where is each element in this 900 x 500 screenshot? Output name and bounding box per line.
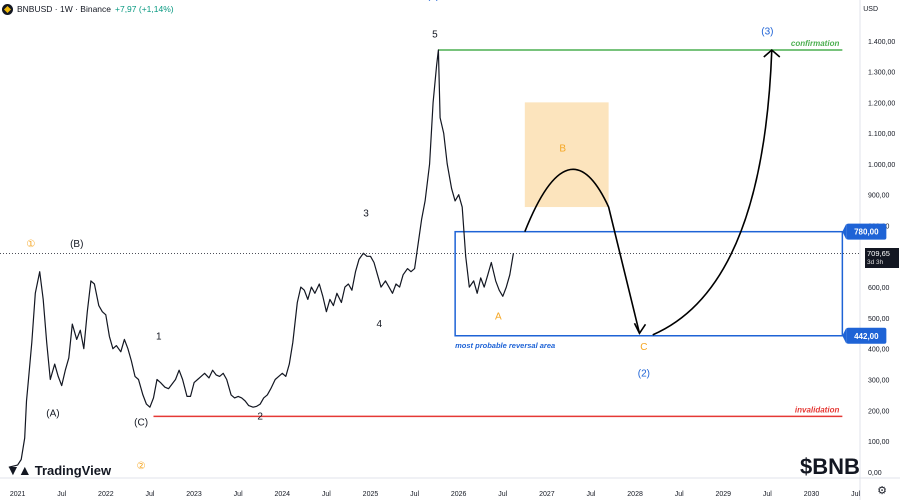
- wave-label: 1: [156, 331, 162, 342]
- wave-label: ①: [26, 239, 35, 250]
- price-change: +7,97 (+1,14%): [115, 4, 174, 14]
- x-tick-label: Jul: [586, 491, 595, 498]
- reversal-zone-top-label-bg: [846, 223, 887, 240]
- currency-label[interactable]: USD: [863, 6, 878, 13]
- reversal-zone-top-label: 780,00: [854, 228, 879, 237]
- reversal-zone-bottom-label-pointer: [842, 327, 847, 344]
- tradingview-logo[interactable]: ▼▲ TradingView: [6, 462, 111, 478]
- target-zone-b: [524, 102, 609, 208]
- reversal-zone-bottom-label-bg: [846, 327, 887, 344]
- symbol-label[interactable]: BNBUSD · 1W · Binance: [17, 4, 111, 14]
- x-tick-label: Jul: [57, 491, 66, 498]
- wave-label: (3): [761, 27, 773, 38]
- wave-label: 5: [432, 30, 438, 41]
- wave-label: (A): [46, 408, 59, 419]
- confirmation-label: confirmation: [791, 39, 840, 48]
- x-tick-label: 2029: [715, 491, 731, 498]
- x-tick-label: Jul: [322, 491, 331, 498]
- projected-arrowhead-3: [763, 48, 781, 58]
- x-tick-label: Jul: [145, 491, 154, 498]
- reversal-zone: [454, 230, 844, 337]
- x-tick-label: Jul: [410, 491, 419, 498]
- y-tick-label: 1.100,00: [868, 131, 895, 138]
- current-price-label: 709,65 3d 3h: [865, 248, 899, 268]
- x-tick-label: Jul: [234, 491, 243, 498]
- x-tick-label: Jul: [675, 491, 684, 498]
- x-tick-label: 2030: [804, 491, 820, 498]
- y-tick-label: 400,00: [868, 347, 890, 354]
- wave-label: C: [640, 342, 647, 353]
- tradingview-logo-text: TradingView: [34, 462, 112, 478]
- y-tick-label: 900,00: [868, 193, 890, 200]
- y-tick-label: 600,00: [868, 285, 890, 292]
- reversal-zone-label: most probable reversal area: [455, 341, 555, 350]
- y-tick-label: 0,00: [868, 470, 882, 477]
- price-series-line: [8, 49, 514, 468]
- reversal-zone-top-label-pointer: [842, 223, 847, 240]
- wave-label: 2: [257, 412, 263, 423]
- x-tick-label: 2026: [451, 491, 467, 498]
- wave-label: 4: [377, 319, 383, 330]
- y-tick-label: 1.300,00: [868, 70, 895, 77]
- projected-arrowhead-c: [633, 322, 647, 335]
- wave-label: (B): [70, 239, 83, 250]
- x-tick-label: Jul: [763, 491, 772, 498]
- ticker-tag: $BNB: [800, 454, 860, 479]
- x-tick-label: 2023: [186, 491, 202, 498]
- y-tick-label: 100,00: [868, 439, 890, 446]
- y-tick-label: 200,00: [868, 408, 890, 415]
- bnb-coin-icon: [2, 3, 13, 15]
- x-tick-label: 2027: [539, 491, 555, 498]
- x-tick-label: Jul: [498, 491, 507, 498]
- bar-countdown: 3d 3h: [867, 259, 884, 266]
- x-tick-label: 2022: [98, 491, 114, 498]
- wave-label: A: [495, 311, 502, 322]
- wave-label: (1): [427, 0, 439, 2]
- wave-label: (C): [134, 418, 148, 429]
- wave-label: ②: [137, 461, 146, 472]
- wave-label: B: [559, 144, 566, 155]
- x-tick-label: 2021: [10, 491, 26, 498]
- wave-label: 3: [363, 208, 369, 219]
- reversal-zone-bottom-label: 442,00: [854, 332, 879, 341]
- current-price-value: 709,65: [867, 249, 890, 258]
- x-tick-label: 2024: [274, 491, 290, 498]
- x-tick-label: Jul: [851, 491, 860, 498]
- invalidation-label: invalidation: [795, 405, 840, 414]
- x-tick-label: 2025: [363, 491, 379, 498]
- y-tick-label: 500,00: [868, 316, 890, 323]
- chart-header: BNBUSD · 1W · Binance +7,97 (+1,14%): [0, 0, 174, 18]
- settings-gear-icon[interactable]: ⚙: [877, 485, 887, 497]
- tradingview-mark-icon: ▼▲: [6, 462, 32, 478]
- projected-path-up: [652, 49, 773, 336]
- y-tick-label: 1.400,00: [868, 39, 895, 46]
- projected-path-down: [524, 168, 641, 334]
- y-tick-label: 1.000,00: [868, 162, 895, 169]
- y-tick-label: 1.200,00: [868, 100, 895, 107]
- y-tick-label: 300,00: [868, 377, 890, 384]
- x-tick-label: 2028: [627, 491, 643, 498]
- wave-label: (2): [638, 368, 650, 379]
